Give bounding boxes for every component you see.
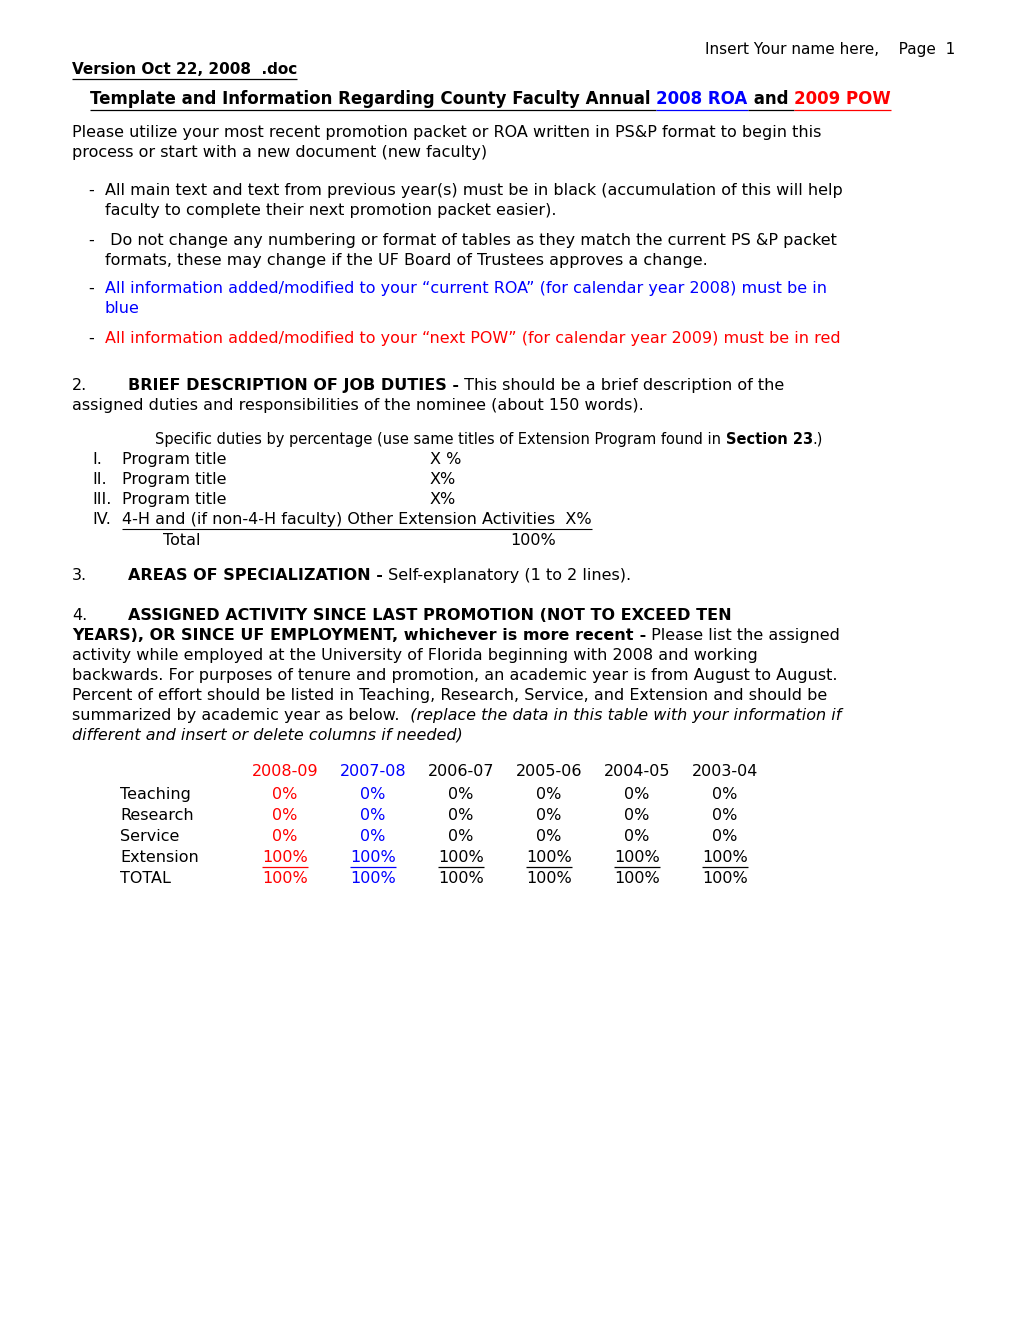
Text: X%: X%	[430, 492, 455, 507]
Text: 100%: 100%	[438, 850, 483, 865]
Text: (replace the data in this table with your information if: (replace the data in this table with you…	[399, 708, 840, 723]
Text: 100%: 100%	[613, 871, 659, 886]
Text: YEARS), OR SINCE UF EMPLOYMENT, whichever is more recent: YEARS), OR SINCE UF EMPLOYMENT, whicheve…	[72, 628, 633, 643]
Text: I.: I.	[92, 451, 102, 467]
Text: III.: III.	[92, 492, 111, 507]
Text: All information added/modified to your “current ROA” (for calendar year 2008) mu: All information added/modified to your “…	[105, 281, 826, 296]
Text: 100%: 100%	[350, 871, 395, 886]
Text: 0%: 0%	[711, 829, 737, 843]
Text: Program title: Program title	[122, 451, 226, 467]
Text: different and insert or delete columns if needed): different and insert or delete columns i…	[72, 729, 463, 743]
Text: 100%: 100%	[262, 871, 308, 886]
Text: 0%: 0%	[360, 829, 385, 843]
Text: Extension: Extension	[120, 850, 199, 865]
Text: -: -	[88, 281, 94, 296]
Text: Program title: Program title	[122, 492, 226, 507]
Text: TOTAL: TOTAL	[120, 871, 171, 886]
Text: 0%: 0%	[448, 829, 473, 843]
Text: X %: X %	[430, 451, 461, 467]
Text: 0%: 0%	[711, 808, 737, 822]
Text: summarized by academic year as below.: summarized by academic year as below.	[72, 708, 399, 723]
Text: backwards. For purposes of tenure and promotion, an academic year is from August: backwards. For purposes of tenure and pr…	[72, 668, 837, 682]
Text: 100%: 100%	[613, 850, 659, 865]
Text: Insert Your name here,    Page  1: Insert Your name here, Page 1	[704, 42, 954, 57]
Text: 2.: 2.	[72, 378, 88, 393]
Text: 100%: 100%	[701, 871, 747, 886]
Text: 2005-06: 2005-06	[516, 764, 582, 779]
Text: Version Oct 22, 2008  .doc: Version Oct 22, 2008 .doc	[72, 62, 297, 77]
Text: 100%: 100%	[350, 850, 395, 865]
Text: This should be a brief description of the: This should be a brief description of th…	[459, 378, 784, 393]
Text: 0%: 0%	[536, 787, 561, 803]
Text: II.: II.	[92, 473, 107, 487]
Text: -: -	[88, 234, 94, 248]
Text: ASSIGNED ACTIVITY SINCE LAST PROMOTION (NOT TO EXCEED TEN: ASSIGNED ACTIVITY SINCE LAST PROMOTION (…	[127, 609, 731, 623]
Text: BRIEF DESCRIPTION OF JOB DUTIES -: BRIEF DESCRIPTION OF JOB DUTIES -	[127, 378, 459, 393]
Text: 100%: 100%	[262, 850, 308, 865]
Text: 100%: 100%	[438, 871, 483, 886]
Text: 3.: 3.	[72, 568, 87, 583]
Text: IV.: IV.	[92, 512, 111, 527]
Text: 0%: 0%	[624, 808, 649, 822]
Text: Please list the assigned: Please list the assigned	[645, 628, 839, 643]
Text: Teaching: Teaching	[120, 787, 191, 803]
Text: .): .)	[812, 432, 822, 447]
Text: 0%: 0%	[711, 787, 737, 803]
Text: 0%: 0%	[272, 787, 298, 803]
Text: 2003-04: 2003-04	[691, 764, 757, 779]
Text: and: and	[747, 90, 793, 108]
Text: X%: X%	[430, 473, 455, 487]
Text: Percent of effort should be listed in Teaching, Research, Service, and Extension: Percent of effort should be listed in Te…	[72, 688, 826, 704]
Text: 0%: 0%	[272, 808, 298, 822]
Text: Template and Information Regarding County Faculty Annual: Template and Information Regarding Count…	[90, 90, 655, 108]
Text: process or start with a new document (new faculty): process or start with a new document (ne…	[72, 145, 487, 160]
Text: -: -	[88, 331, 94, 346]
Text: 0%: 0%	[448, 787, 473, 803]
Text: 0%: 0%	[624, 829, 649, 843]
Text: Specific duties by percentage (use same titles of Extension Program found in: Specific duties by percentage (use same …	[155, 432, 725, 447]
Text: 2006-07: 2006-07	[427, 764, 494, 779]
Text: -: -	[88, 183, 94, 198]
Text: 0%: 0%	[624, 787, 649, 803]
Text: 100%: 100%	[526, 850, 572, 865]
Text: blue: blue	[105, 301, 140, 315]
Text: 4.: 4.	[72, 609, 88, 623]
Text: 0%: 0%	[272, 829, 298, 843]
Text: 2004-05: 2004-05	[603, 764, 669, 779]
Text: 0%: 0%	[360, 787, 385, 803]
Text: 2008-09: 2008-09	[252, 764, 318, 779]
Text: faculty to complete their next promotion packet easier).: faculty to complete their next promotion…	[105, 203, 556, 218]
Text: formats, these may change if the UF Board of Trustees approves a change.: formats, these may change if the UF Boar…	[105, 253, 707, 268]
Text: AREAS OF SPECIALIZATION -: AREAS OF SPECIALIZATION -	[127, 568, 382, 583]
Text: assigned duties and responsibilities of the nominee (about 150 words).: assigned duties and responsibilities of …	[72, 399, 643, 413]
Text: Research: Research	[120, 808, 194, 822]
Text: 0%: 0%	[448, 808, 473, 822]
Text: 2007-08: 2007-08	[339, 764, 406, 779]
Text: Service: Service	[120, 829, 179, 843]
Text: Self-explanatory (1 to 2 lines).: Self-explanatory (1 to 2 lines).	[382, 568, 631, 583]
Text: 0%: 0%	[536, 829, 561, 843]
Text: All main text and text from previous year(s) must be in black (accumulation of t: All main text and text from previous yea…	[105, 183, 842, 198]
Text: -: -	[633, 628, 645, 643]
Text: 100%: 100%	[510, 533, 555, 548]
Text: 0%: 0%	[536, 808, 561, 822]
Text: Section 23: Section 23	[725, 432, 812, 447]
Text: 0%: 0%	[360, 808, 385, 822]
Text: Please utilize your most recent promotion packet or ROA written in PS&P format t: Please utilize your most recent promotio…	[72, 125, 820, 140]
Text: All information added/modified to your “next POW” (for calendar year 2009) must : All information added/modified to your “…	[105, 331, 840, 346]
Text: 2009 POW: 2009 POW	[793, 90, 890, 108]
Text: activity while employed at the University of Florida beginning with 2008 and wor: activity while employed at the Universit…	[72, 648, 757, 663]
Text: Program title: Program title	[122, 473, 226, 487]
Text: Do not change any numbering or format of tables as they match the current PS &P : Do not change any numbering or format of…	[105, 234, 836, 248]
Text: 100%: 100%	[526, 871, 572, 886]
Text: 4-H and (if non-4-H faculty) Other Extension Activities  X%: 4-H and (if non-4-H faculty) Other Exten…	[122, 512, 591, 527]
Text: Total: Total	[163, 533, 201, 548]
Text: 100%: 100%	[701, 850, 747, 865]
Text: 2008 ROA: 2008 ROA	[655, 90, 747, 108]
